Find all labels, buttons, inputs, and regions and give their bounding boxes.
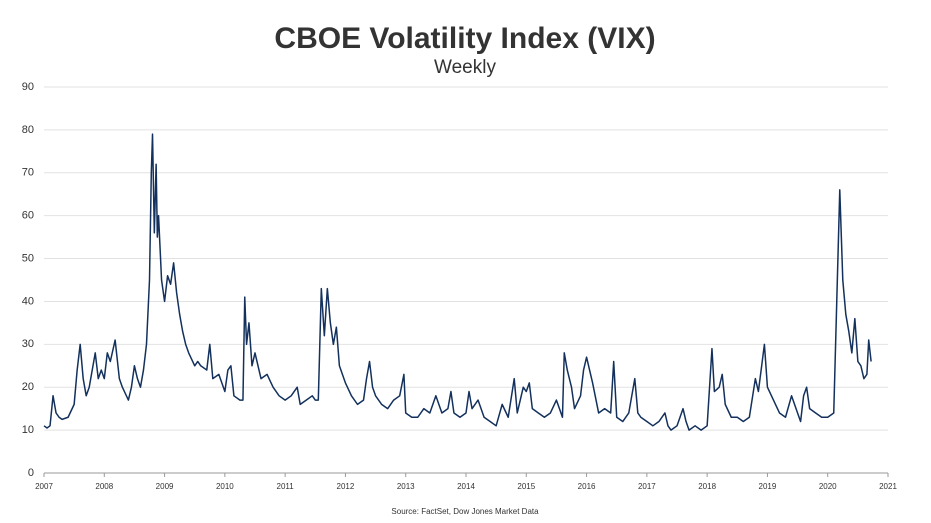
x-tick-label: 2007	[35, 482, 53, 491]
y-tick-label: 90	[22, 81, 34, 93]
x-tick-label: 2018	[698, 482, 716, 491]
y-tick-label: 20	[22, 381, 34, 393]
y-tick-label: 10	[22, 424, 34, 436]
x-tick-label: 2009	[156, 482, 174, 491]
y-tick-label: 0	[28, 467, 34, 479]
x-tick-label: 2016	[578, 482, 596, 491]
y-tick-label: 60	[22, 210, 34, 222]
chart-title: CBOE Volatility Index (VIX)	[274, 22, 655, 55]
x-tick-label: 2010	[216, 482, 234, 491]
x-tick-label: 2021	[879, 482, 897, 491]
x-tick-label: 2011	[277, 482, 295, 491]
x-tick-label: 2012	[337, 482, 355, 491]
x-tick-label: 2020	[819, 482, 837, 491]
y-tick-label: 50	[22, 252, 34, 264]
x-tick-label: 2008	[95, 482, 113, 491]
x-tick-label: 2017	[638, 482, 656, 491]
x-tick-label: 2014	[457, 482, 475, 491]
vix-line	[43, 133, 872, 431]
y-tick-label: 40	[22, 295, 34, 307]
x-tick-label: 2015	[517, 482, 535, 491]
y-tick-label: 80	[22, 124, 34, 136]
y-tick-label: 70	[22, 167, 34, 179]
x-tick-label: 2019	[759, 482, 777, 491]
chart-subtitle: Weekly	[434, 57, 496, 78]
source-note: Source: FactSet, Dow Jones Market Data	[391, 507, 539, 516]
y-tick-label: 30	[22, 338, 34, 350]
x-tick-label: 2013	[397, 482, 415, 491]
